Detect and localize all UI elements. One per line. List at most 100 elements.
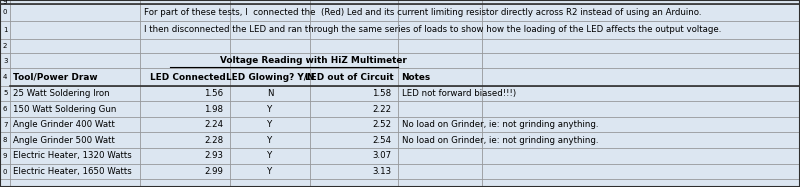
Text: 8: 8 bbox=[3, 137, 7, 143]
Bar bbox=[140, 4, 230, 21]
Text: 3.07: 3.07 bbox=[372, 151, 391, 160]
Text: 6: 6 bbox=[3, 106, 7, 112]
Bar bbox=[398, 0, 482, 4]
Bar bbox=[0, 179, 10, 187]
Bar bbox=[230, 53, 310, 68]
Text: Y: Y bbox=[267, 120, 273, 129]
Text: 2.28: 2.28 bbox=[204, 136, 223, 145]
Bar bbox=[398, 68, 482, 86]
Bar bbox=[398, 132, 482, 148]
Bar bbox=[482, 21, 800, 39]
Text: 2.24: 2.24 bbox=[204, 120, 223, 129]
Bar bbox=[0, 132, 10, 148]
Text: 3.13: 3.13 bbox=[372, 167, 391, 176]
Text: Angle Grinder 400 Watt: Angle Grinder 400 Watt bbox=[13, 120, 114, 129]
Bar bbox=[0, 101, 10, 117]
Bar bbox=[140, 21, 230, 39]
Text: N: N bbox=[266, 89, 274, 98]
Bar bbox=[310, 164, 398, 179]
Bar bbox=[10, 117, 140, 132]
Text: LED Glowing? Y/N: LED Glowing? Y/N bbox=[226, 73, 314, 82]
Bar bbox=[0, 86, 10, 101]
Bar bbox=[140, 179, 230, 187]
Text: 5: 5 bbox=[3, 90, 7, 96]
Bar bbox=[310, 86, 398, 101]
Bar bbox=[230, 68, 310, 86]
Text: 1: 1 bbox=[3, 27, 7, 33]
Text: LED Connected: LED Connected bbox=[150, 73, 226, 82]
Text: 1.98: 1.98 bbox=[204, 105, 223, 114]
Text: Notes: Notes bbox=[402, 73, 430, 82]
Text: 9: 9 bbox=[3, 0, 7, 5]
Text: Tool/Power Draw: Tool/Power Draw bbox=[13, 73, 98, 82]
Text: LED not forward biased!!!): LED not forward biased!!!) bbox=[402, 89, 516, 98]
Bar bbox=[140, 68, 230, 86]
Bar bbox=[310, 0, 398, 4]
Text: For part of these tests, I  connected the  (Red) Led and its current limiting re: For part of these tests, I connected the… bbox=[144, 8, 702, 17]
Text: 0: 0 bbox=[3, 10, 7, 16]
Bar bbox=[0, 68, 10, 86]
Text: Angle Grinder 500 Watt: Angle Grinder 500 Watt bbox=[13, 136, 114, 145]
Text: 25 Watt Soldering Iron: 25 Watt Soldering Iron bbox=[13, 89, 110, 98]
Text: 1.56: 1.56 bbox=[204, 89, 223, 98]
Text: Y: Y bbox=[267, 136, 273, 145]
Bar bbox=[10, 101, 140, 117]
Bar bbox=[140, 53, 230, 68]
Bar bbox=[310, 132, 398, 148]
Bar bbox=[140, 0, 230, 4]
Bar bbox=[230, 86, 310, 101]
Bar bbox=[398, 21, 482, 39]
Text: 2.93: 2.93 bbox=[204, 151, 223, 160]
Bar bbox=[0, 164, 10, 179]
Bar bbox=[230, 132, 310, 148]
Bar bbox=[10, 179, 140, 187]
Bar bbox=[398, 101, 482, 117]
Text: 0: 0 bbox=[3, 168, 7, 174]
Bar bbox=[0, 0, 10, 4]
Text: 2.54: 2.54 bbox=[372, 136, 391, 145]
Bar bbox=[10, 53, 140, 68]
Bar bbox=[230, 117, 310, 132]
Text: Y: Y bbox=[267, 167, 273, 176]
Bar bbox=[230, 164, 310, 179]
Bar bbox=[10, 132, 140, 148]
Bar bbox=[310, 179, 398, 187]
Bar bbox=[398, 148, 482, 164]
Bar bbox=[10, 39, 140, 53]
Bar bbox=[310, 53, 398, 68]
Bar bbox=[0, 4, 10, 21]
Bar bbox=[482, 179, 800, 187]
Bar bbox=[398, 53, 482, 68]
Bar bbox=[482, 86, 800, 101]
Bar bbox=[0, 53, 10, 68]
Text: Y: Y bbox=[267, 151, 273, 160]
Bar bbox=[482, 53, 800, 68]
Bar bbox=[10, 148, 140, 164]
Bar bbox=[0, 39, 10, 53]
Bar bbox=[0, 117, 10, 132]
Bar bbox=[0, 148, 10, 164]
Text: 150 Watt Soldering Gun: 150 Watt Soldering Gun bbox=[13, 105, 116, 114]
Bar bbox=[230, 101, 310, 117]
Bar bbox=[310, 39, 398, 53]
Bar bbox=[10, 164, 140, 179]
Text: 2: 2 bbox=[3, 43, 7, 49]
Text: I then disconnected the LED and ran through the same series of loads to show how: I then disconnected the LED and ran thro… bbox=[144, 25, 722, 34]
Bar bbox=[398, 179, 482, 187]
Bar bbox=[310, 117, 398, 132]
Bar bbox=[140, 132, 230, 148]
Text: 9: 9 bbox=[3, 153, 7, 159]
Text: Y: Y bbox=[267, 105, 273, 114]
Bar bbox=[398, 86, 482, 101]
Bar bbox=[140, 86, 230, 101]
Text: 2.22: 2.22 bbox=[372, 105, 391, 114]
Bar bbox=[10, 68, 140, 86]
Text: 3: 3 bbox=[3, 58, 7, 64]
Text: LED out of Circuit: LED out of Circuit bbox=[305, 73, 394, 82]
Text: 1.58: 1.58 bbox=[372, 89, 391, 98]
Bar bbox=[230, 148, 310, 164]
Bar bbox=[140, 164, 230, 179]
Bar bbox=[10, 21, 140, 39]
Text: 2.99: 2.99 bbox=[204, 167, 223, 176]
Bar bbox=[310, 4, 398, 21]
